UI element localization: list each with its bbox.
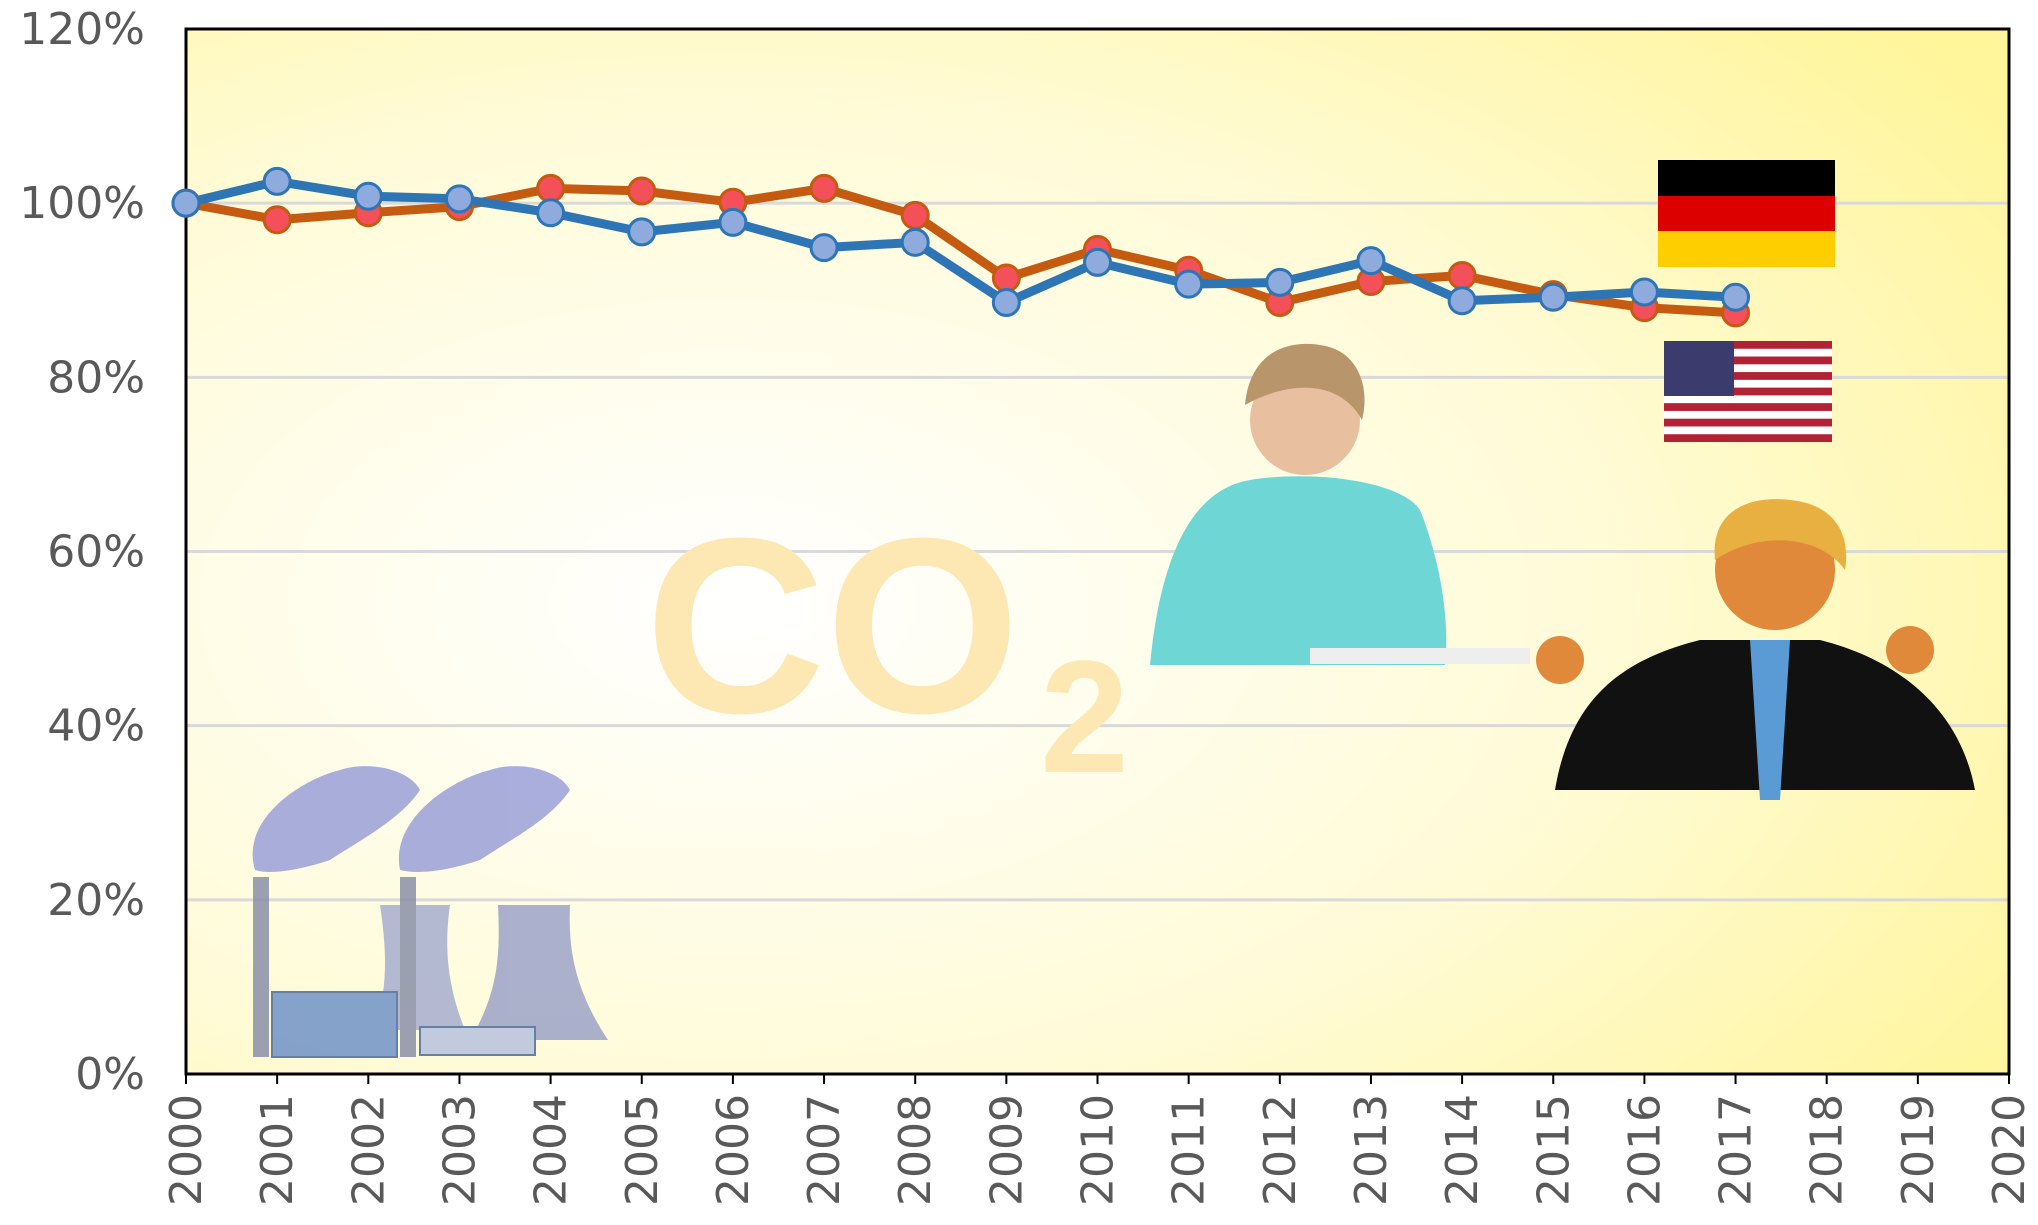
y-tick-label: 40% xyxy=(47,701,145,752)
flag-stripe xyxy=(1664,403,1832,411)
y-tick-label: 120% xyxy=(19,4,145,55)
data-point xyxy=(1356,246,1386,276)
x-tick-label: 2017 xyxy=(1711,1094,1762,1206)
data-point xyxy=(900,227,930,257)
x-tick-label: 2019 xyxy=(1893,1094,1944,1206)
x-tick-label: 2004 xyxy=(526,1094,577,1206)
y-tick-label: 0% xyxy=(75,1049,145,1100)
x-tick-label: 2007 xyxy=(799,1094,850,1206)
x-tick-label: 2003 xyxy=(434,1094,485,1206)
factory-illustration xyxy=(252,766,608,1058)
x-tick-label: 2002 xyxy=(343,1094,394,1206)
data-point xyxy=(262,205,292,235)
flag-stripe xyxy=(1664,418,1832,427)
data-point xyxy=(809,233,839,263)
data-point xyxy=(1265,267,1295,297)
flag-stripe xyxy=(1734,387,1832,396)
data-point xyxy=(1083,247,1112,277)
data-point xyxy=(262,166,292,196)
data-point xyxy=(1538,282,1568,312)
x-tick-label: 2009 xyxy=(981,1094,1032,1206)
watermark-subscript: 2 xyxy=(1040,627,1129,806)
x-tick-label: 2014 xyxy=(1437,1094,1488,1206)
x-tick-label: 2011 xyxy=(1164,1094,1215,1206)
data-point xyxy=(991,287,1021,317)
data-point xyxy=(1721,282,1751,312)
y-tick-label: 20% xyxy=(47,875,145,926)
data-point xyxy=(1447,260,1477,290)
x-tick-label: 2013 xyxy=(1346,1094,1397,1206)
data-point xyxy=(627,176,657,206)
y-tick-label: 100% xyxy=(19,178,145,229)
x-tick-label: 2000 xyxy=(161,1094,212,1206)
x-tick-label: 2012 xyxy=(1255,1094,1306,1206)
data-point xyxy=(353,181,383,211)
data-point xyxy=(171,188,201,218)
series-line xyxy=(185,183,1736,318)
data-point xyxy=(718,207,748,237)
series-line xyxy=(184,176,1736,307)
watermark: CO xyxy=(645,486,1020,765)
flag-stripe xyxy=(1734,372,1832,380)
data-point xyxy=(900,200,930,230)
x-tick-label: 2001 xyxy=(252,1094,303,1206)
flag-usa xyxy=(1664,341,1832,442)
x-tick-label: 2005 xyxy=(617,1094,668,1206)
x-tick-label: 2018 xyxy=(1802,1094,1853,1206)
data-point xyxy=(536,198,566,228)
data-point xyxy=(991,263,1021,293)
x-tick-label: 2010 xyxy=(1073,1094,1124,1206)
data-point xyxy=(809,173,839,203)
data-point xyxy=(627,217,657,247)
x-tick-label: 2020 xyxy=(1984,1094,2035,1206)
x-tick-label: 2016 xyxy=(1619,1094,1670,1206)
flag-stripe xyxy=(1734,341,1832,349)
data-point xyxy=(1447,286,1477,316)
x-tick-label: 2006 xyxy=(708,1094,759,1206)
data-point xyxy=(1174,269,1204,299)
portrait-left xyxy=(1150,343,1530,665)
data-point xyxy=(1629,277,1659,307)
flag-germany xyxy=(1658,160,1835,267)
flag-stripe xyxy=(1734,356,1832,365)
data-point xyxy=(444,184,474,214)
y-tick-label: 80% xyxy=(47,352,145,403)
x-tick-label: 2015 xyxy=(1528,1094,1579,1206)
x-tick-label: 2008 xyxy=(890,1094,941,1206)
flag-stripe xyxy=(1664,434,1832,442)
data-point xyxy=(536,173,566,203)
y-tick-label: 60% xyxy=(47,527,145,578)
portrait-right xyxy=(1536,499,1975,800)
